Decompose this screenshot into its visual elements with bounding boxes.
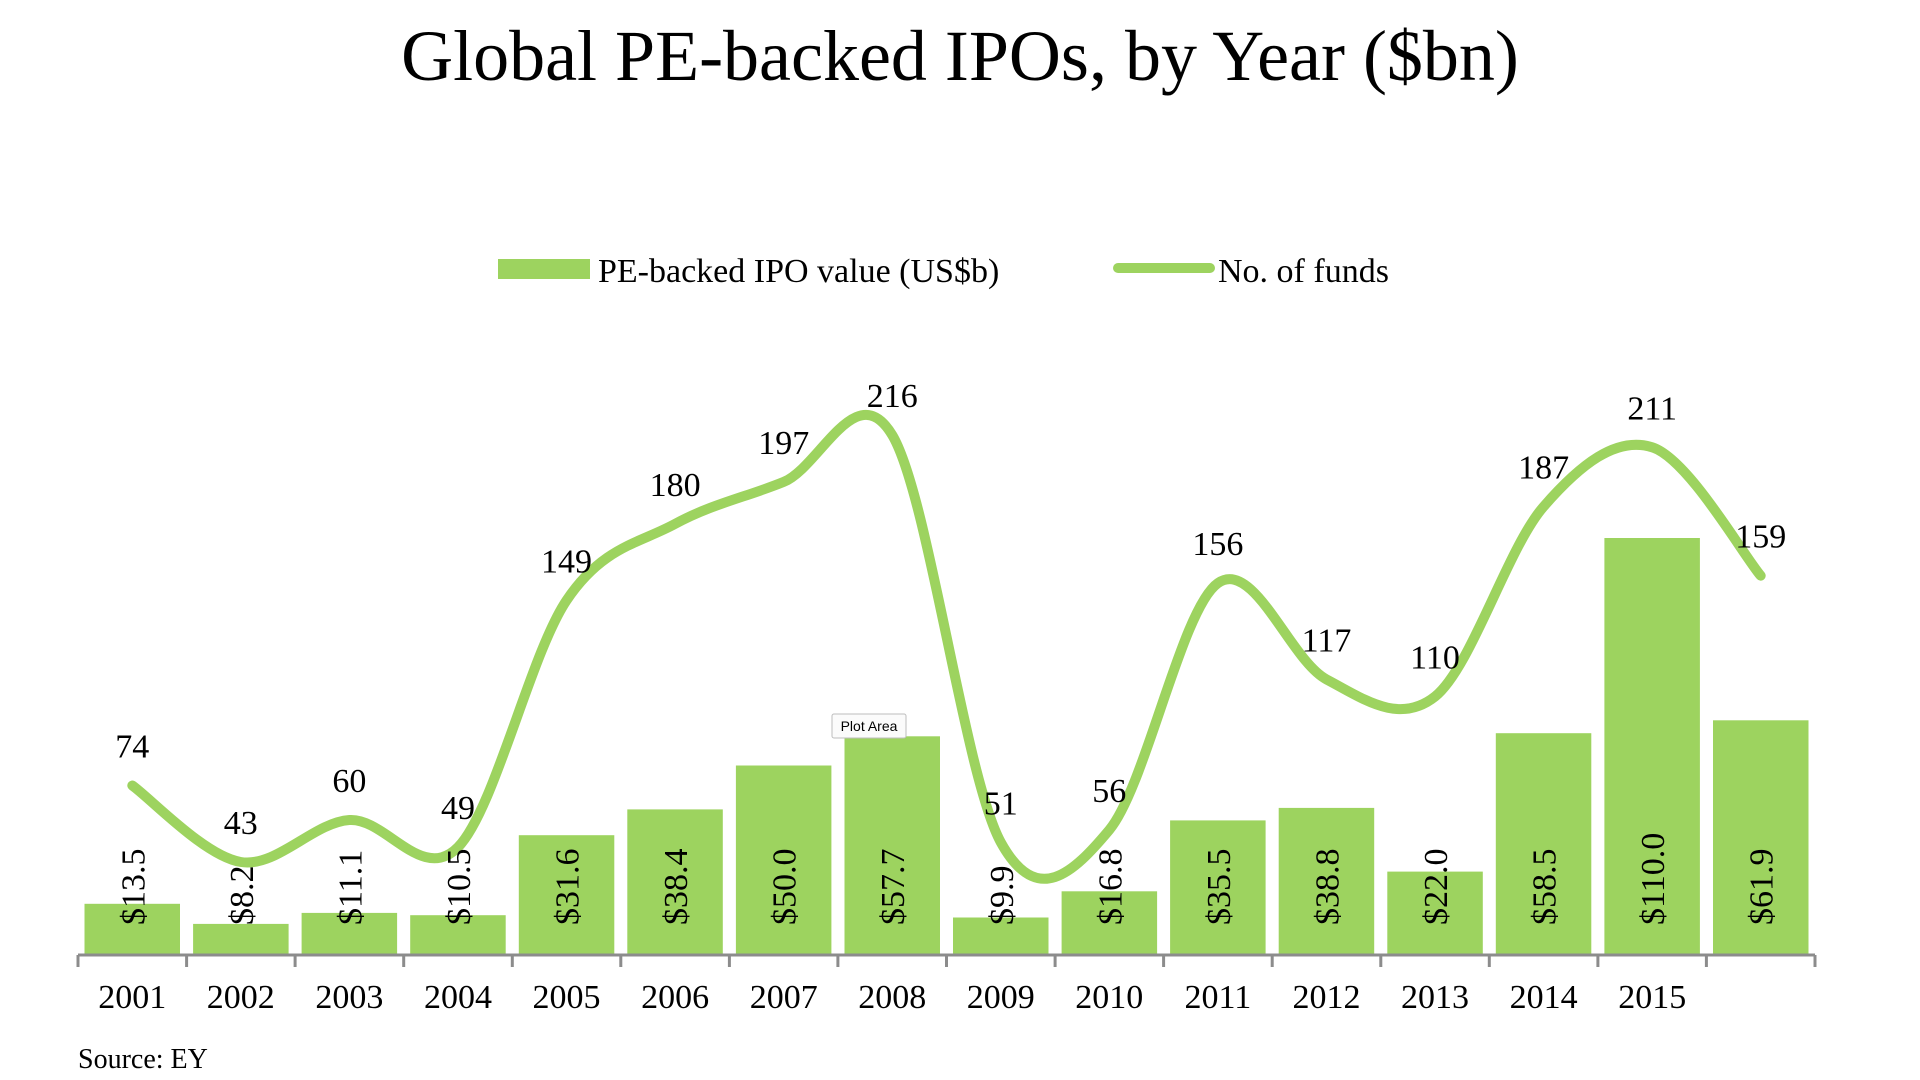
line-value-label: 74 xyxy=(115,729,149,766)
bar-value-label: $50.0 xyxy=(767,849,804,926)
bar-2008 xyxy=(844,736,940,955)
bar-2006 xyxy=(627,809,723,955)
bar-2002 xyxy=(193,923,289,955)
bar-extra xyxy=(1713,720,1809,955)
bar-2004 xyxy=(410,915,506,955)
chart-title: Global PE-backed IPOs, by Year ($bn) xyxy=(401,16,1519,96)
x-tick-label: 2001 xyxy=(98,979,166,1016)
bar-value-label: $35.5 xyxy=(1201,849,1238,926)
x-tick-label: 2011 xyxy=(1185,979,1252,1016)
x-tick-label: 2015 xyxy=(1618,979,1686,1016)
line-labels-layer: 74 43 60 49 149 180 197 216 51 56 156 117 110 187 211 1… xyxy=(115,378,1786,842)
legend-bar-swatch xyxy=(498,259,590,279)
bar-value-label: $9.9 xyxy=(984,866,1021,926)
bar-2013 xyxy=(1387,871,1483,955)
x-tick-label: 2005 xyxy=(533,979,601,1016)
bar-value-label: $16.8 xyxy=(1092,849,1129,926)
bar-value-label: $57.7 xyxy=(875,849,912,926)
series-line-no-of-funds xyxy=(127,410,1766,884)
bar-value-label: $110.0 xyxy=(1635,833,1672,925)
line-value-label: 187 xyxy=(1518,450,1569,487)
tooltip-box xyxy=(831,713,907,739)
line-value-label: 180 xyxy=(650,467,701,504)
x-tick-label: 2014 xyxy=(1510,979,1578,1016)
line-value-label: 49 xyxy=(441,790,475,827)
bar-2010 xyxy=(1061,891,1158,955)
line-value-label: 159 xyxy=(1735,519,1786,556)
x-tick-label: 2008 xyxy=(858,979,926,1016)
x-tick-label: 2004 xyxy=(424,979,492,1016)
bar-2001 xyxy=(84,903,180,955)
bar-2015 xyxy=(1604,538,1700,955)
line-value-label: 216 xyxy=(867,378,918,415)
x-axis: 2001 2002 2003 2004 2005 2006 2007 2008 2009 2010… xyxy=(76,953,1817,1016)
bar-2009 xyxy=(953,917,1049,955)
source-note: Source: EY xyxy=(78,1044,208,1075)
bar-value-label: $13.5 xyxy=(115,849,152,926)
line-value-label: 149 xyxy=(541,543,592,580)
line-value-label: 117 xyxy=(1302,622,1352,659)
bar-2012 xyxy=(1278,807,1375,955)
line-value-label: 60 xyxy=(332,763,366,800)
x-tick-label: 2013 xyxy=(1401,979,1469,1016)
bar-value-label: $8.2 xyxy=(224,866,261,926)
x-tick-label: 2002 xyxy=(207,979,275,1016)
legend-bar-label: PE-backed IPO value (US$b) xyxy=(598,253,999,290)
bar-2005 xyxy=(518,835,615,955)
x-tick-label: 2007 xyxy=(750,979,818,1016)
line-value-label: 56 xyxy=(1092,773,1126,810)
line-value-label: 43 xyxy=(224,805,258,842)
line-value-label: 211 xyxy=(1627,390,1677,427)
bars-layer xyxy=(84,538,1809,955)
bar-value-label: $38.8 xyxy=(1309,849,1346,926)
bar-value-label: $10.5 xyxy=(441,849,478,926)
bar-value-label: $31.6 xyxy=(550,849,587,926)
line-value-label: 51 xyxy=(984,785,1018,822)
bar-value-label: $38.4 xyxy=(658,849,695,926)
x-tick-label: 2012 xyxy=(1293,979,1361,1016)
line-value-label: 110 xyxy=(1410,640,1460,677)
x-tick-label: 2010 xyxy=(1075,979,1143,1016)
plot-area-tooltip: Plot Area xyxy=(831,713,907,739)
legend-line-label: No. of funds xyxy=(1218,253,1389,290)
bar-2011 xyxy=(1170,820,1266,955)
bar-value-label: $58.5 xyxy=(1527,849,1564,926)
x-tick-label: 2009 xyxy=(967,979,1035,1016)
bar-2007 xyxy=(735,765,832,955)
legend: PE-backed IPO value (US$b) No. of funds xyxy=(498,253,1389,290)
bar-value-label: $61.9 xyxy=(1744,849,1781,926)
tooltip-text: Plot Area xyxy=(841,718,898,734)
x-tick-label: 2003 xyxy=(315,979,383,1016)
bar-value-label: $22.0 xyxy=(1418,849,1455,926)
x-tick-label: 2006 xyxy=(641,979,709,1016)
bar-value-label: $11.1 xyxy=(332,850,369,925)
bar-2003 xyxy=(301,912,398,955)
line-value-label: 156 xyxy=(1192,526,1243,563)
line-value-label: 197 xyxy=(758,425,809,462)
bar-2014 xyxy=(1495,733,1592,955)
bar-labels-layer: $13.5 $8.2 $11.1 $10.5 $31.6 $38.4 $50.0 $57.7 $… xyxy=(115,833,1780,925)
